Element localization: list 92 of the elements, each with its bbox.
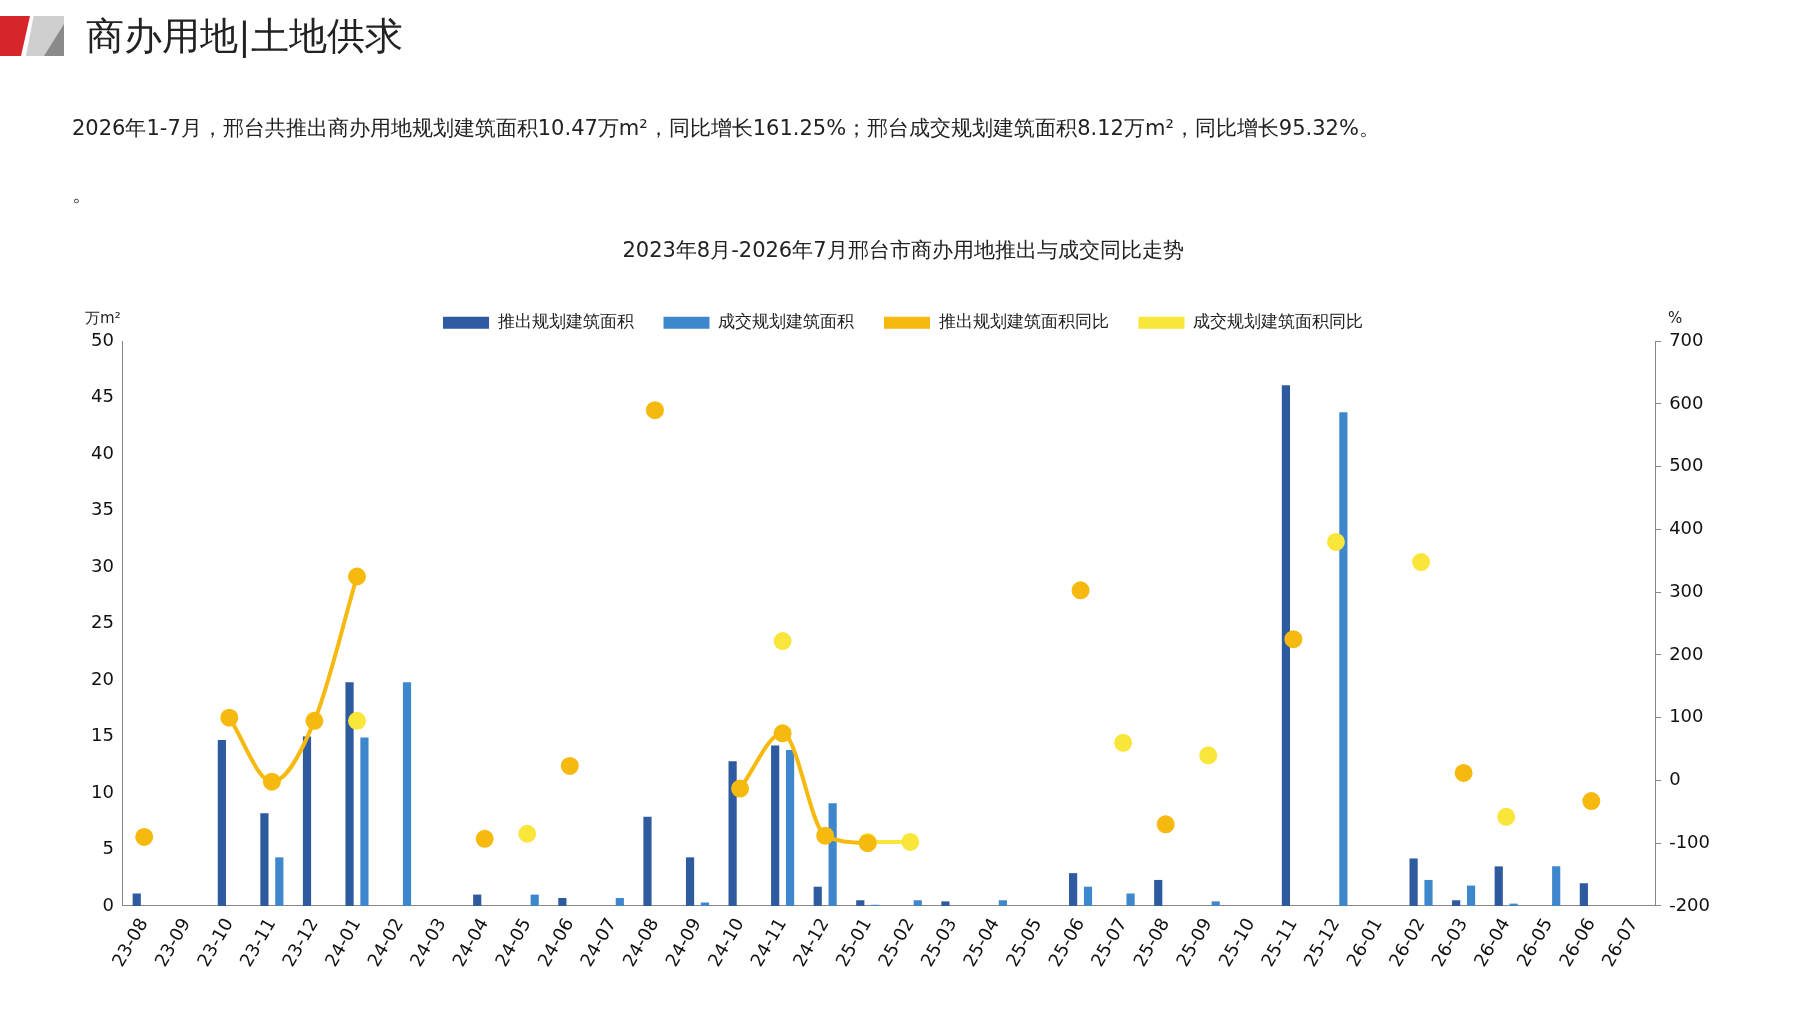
point — [1412, 553, 1431, 572]
point — [1326, 532, 1345, 551]
point — [475, 829, 494, 848]
y2-tick-label: 500 — [1669, 454, 1704, 476]
text: 商办用地|土地供求 — [86, 12, 403, 60]
bar — [1211, 901, 1220, 906]
legend-label: 成交规划建筑面积同比 — [1193, 311, 1363, 332]
y-tick-label: 10 — [91, 780, 114, 802]
bar — [1552, 866, 1561, 906]
point — [135, 827, 154, 846]
y-tick-label: 20 — [91, 667, 114, 689]
bar — [558, 898, 567, 906]
point — [348, 567, 366, 586]
point — [1114, 733, 1133, 752]
bar — [856, 900, 865, 906]
y2-tick-label: 600 — [1669, 391, 1704, 413]
bar — [1126, 893, 1135, 906]
bar — [132, 893, 141, 906]
point — [1497, 807, 1516, 826]
bar — [913, 900, 922, 906]
y2-tick-label: 400 — [1669, 517, 1704, 539]
point — [560, 756, 579, 775]
point — [1454, 763, 1473, 782]
y-axis-title: 万m² — [85, 309, 121, 328]
y-tick-label: 0 — [102, 893, 114, 915]
y-tick-label: 35 — [91, 498, 114, 520]
bar — [402, 682, 412, 906]
bar — [685, 857, 695, 906]
bar — [302, 736, 312, 906]
bar — [473, 894, 482, 906]
bar — [771, 745, 780, 906]
y2-tick-label: 200 — [1669, 642, 1704, 664]
bar — [998, 900, 1007, 906]
y-tick-label: 30 — [91, 554, 114, 576]
bar — [1339, 412, 1348, 906]
point — [731, 779, 750, 798]
bar — [360, 737, 369, 906]
point — [773, 632, 792, 651]
bar — [1466, 885, 1476, 906]
bar — [260, 813, 269, 906]
point — [262, 772, 281, 791]
y-tick-label: 50 — [91, 328, 114, 350]
text: 2026年1-7月，邢台共推出商办用地规划建筑面积10.47万m²，同比增长161.25%；邢台成交规划建筑面积8.12万m²，同比增长95.32%。 — [72, 115, 1381, 142]
y2-tick-label: 0 — [1669, 768, 1681, 790]
point — [220, 708, 239, 727]
point — [1071, 581, 1090, 600]
point — [816, 826, 835, 845]
y-tick-label: 5 — [102, 837, 114, 859]
y-tick-label: 45 — [91, 385, 114, 407]
bar — [1494, 866, 1503, 906]
legend-label: 推出规划建筑面积 — [497, 311, 634, 332]
y-tick-label: 15 — [91, 724, 114, 746]
bar — [728, 761, 737, 906]
bar — [345, 682, 354, 906]
y-tick-label: 40 — [91, 441, 114, 463]
bar — [1579, 883, 1588, 906]
legend-label: 成交规划建筑面积 — [718, 311, 854, 332]
point — [901, 832, 920, 851]
point — [645, 401, 664, 420]
y2-axis-title: % — [1668, 309, 1683, 328]
y2-tick-label: -100 — [1669, 830, 1711, 852]
bar — [1281, 385, 1291, 906]
bar — [941, 901, 950, 906]
point — [1199, 746, 1218, 765]
y2-tick-label: 100 — [1669, 705, 1704, 727]
bar — [1409, 858, 1418, 906]
y-tick-label: 25 — [91, 611, 114, 633]
bar — [1154, 879, 1163, 906]
point — [348, 711, 366, 730]
bar — [275, 857, 284, 906]
point — [305, 711, 324, 730]
bar — [643, 816, 652, 906]
point — [1582, 792, 1601, 811]
bar — [813, 886, 822, 906]
point — [773, 724, 792, 743]
bar — [1452, 900, 1461, 906]
bar — [785, 750, 795, 906]
y2-tick-label: 700 — [1669, 328, 1704, 350]
bar — [1424, 879, 1433, 906]
point — [1284, 630, 1303, 649]
point — [1156, 815, 1175, 834]
y2-tick-label: 300 — [1669, 579, 1704, 601]
bar — [1069, 873, 1078, 906]
bar — [530, 894, 539, 906]
text: 。 — [72, 181, 94, 208]
y2-tick-label: -200 — [1669, 893, 1711, 915]
point — [518, 824, 537, 843]
bar — [615, 898, 624, 906]
bar — [217, 739, 226, 906]
bar — [1083, 886, 1093, 906]
chart-title: 2023年8月-2026年7月邢台市商办用地推出与成交同比走势 — [622, 238, 1184, 263]
legend-label: 推出规划建筑面积同比 — [938, 311, 1109, 332]
